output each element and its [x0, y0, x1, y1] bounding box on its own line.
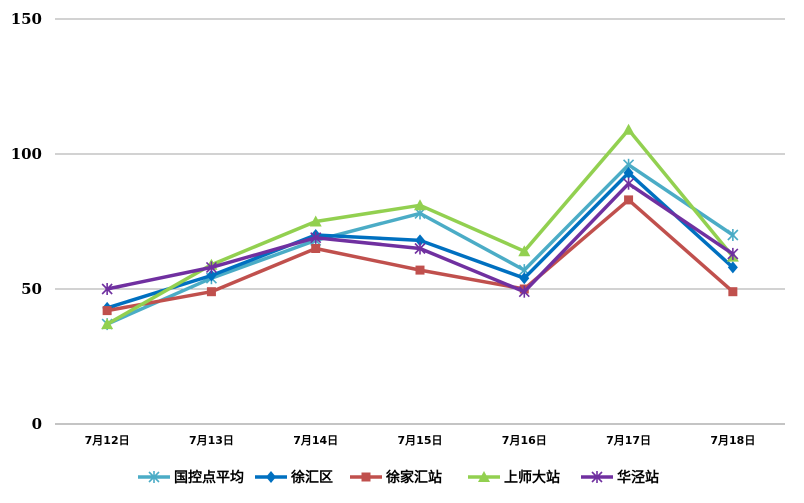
legend: 国控点平均 徐汇区 徐家汇站 上师大站 华泾站	[138, 469, 659, 486]
y-tick-label: 100	[11, 145, 42, 163]
legend-marker	[591, 471, 603, 483]
legend-label: 徐汇区	[290, 469, 333, 486]
legend-item-0: 国控点平均	[138, 469, 244, 486]
data-point	[415, 234, 425, 247]
data-point	[414, 242, 426, 255]
data-point	[518, 285, 530, 298]
legend-marker	[266, 471, 276, 483]
legend-marker	[478, 471, 490, 482]
y-tick-label: 50	[21, 280, 42, 298]
x-tick-label: 7月15日	[398, 434, 443, 447]
series-4	[101, 177, 739, 298]
data-point	[623, 166, 634, 179]
legend-item-2: 徐家汇站	[350, 469, 442, 486]
data-point	[206, 269, 217, 282]
series-3	[101, 123, 739, 330]
x-tick-label: 7月12日	[85, 434, 130, 447]
x-tick-label: 7月17日	[606, 434, 651, 447]
grid-lines	[55, 18, 785, 425]
data-point	[206, 287, 216, 297]
data-point	[414, 199, 426, 211]
legend-item-4: 华泾站	[581, 469, 659, 486]
data-point	[101, 318, 114, 330]
data-point	[623, 177, 635, 190]
legend-label: 华泾站	[617, 469, 659, 486]
data-point	[415, 265, 425, 275]
data-point	[727, 247, 739, 260]
data-point	[310, 231, 322, 244]
y-tick-label: 150	[11, 10, 42, 28]
data-point	[727, 229, 739, 241]
data-point	[102, 306, 112, 316]
x-tick-label: 7月18日	[710, 434, 755, 447]
legend-item-1: 徐汇区	[255, 469, 333, 486]
data-point	[311, 244, 321, 253]
series-group	[101, 123, 739, 331]
legend-item-3: 上师大站	[468, 469, 560, 486]
data-point	[205, 261, 217, 274]
data-point	[728, 287, 738, 297]
data-point	[519, 272, 530, 285]
legend-label: 上师大站	[504, 469, 560, 486]
data-point	[727, 261, 738, 274]
data-point	[624, 195, 634, 205]
legend-label: 徐家汇站	[385, 469, 442, 486]
legend-marker	[361, 472, 371, 482]
series-1	[102, 166, 738, 314]
y-tick-label: 0	[32, 415, 42, 433]
x-tick-label: 7月14日	[293, 434, 338, 447]
legend-label: 国控点平均	[174, 469, 244, 486]
data-point	[101, 283, 113, 295]
x-tick-label: 7月16日	[502, 434, 547, 447]
data-point	[518, 245, 531, 257]
x-tick-label: 7月13日	[189, 434, 234, 447]
legend-marker	[148, 471, 160, 483]
data-point	[309, 215, 322, 227]
y-axis-ticks: 0 50 100 150	[11, 10, 42, 433]
data-point	[622, 123, 635, 135]
x-axis-ticks: 7月12日 7月13日 7月14日 7月15日 7月16日 7月17日 7月18日	[85, 434, 756, 447]
